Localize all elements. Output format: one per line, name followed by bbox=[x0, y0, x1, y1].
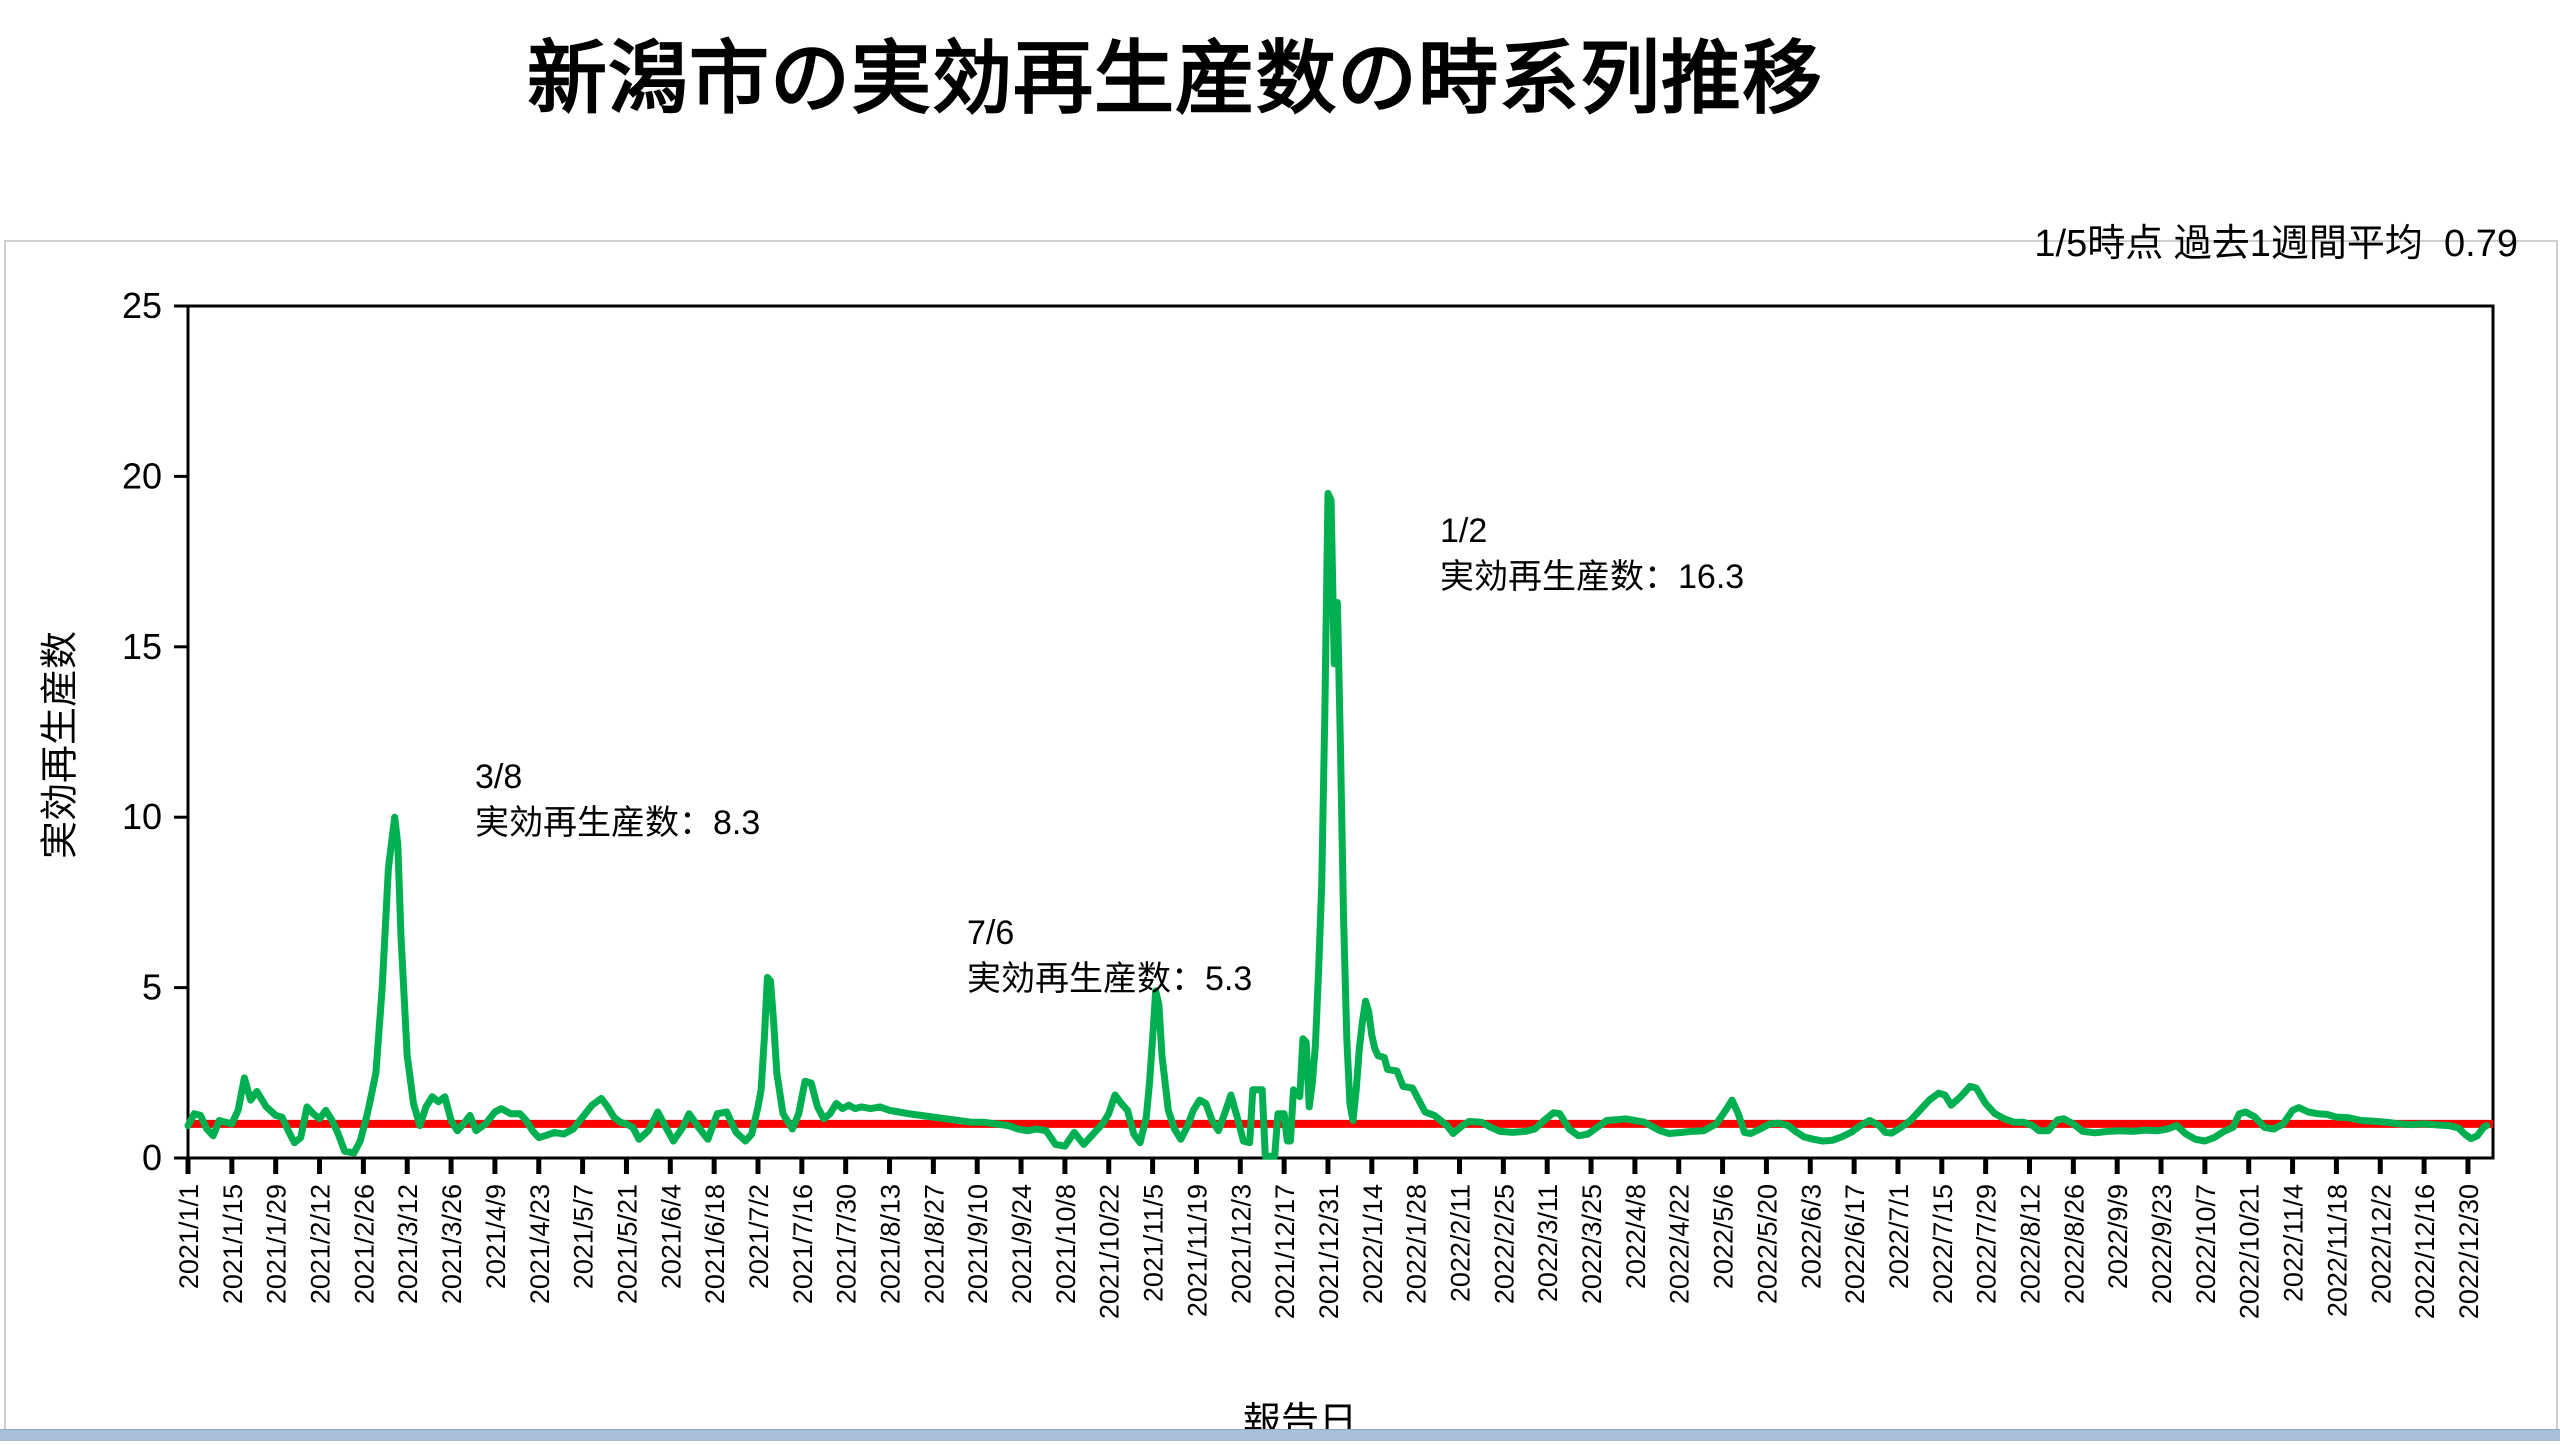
annotation-peak-march: 3/8 実効再生産数：8.3 bbox=[475, 754, 760, 846]
chart-title: 新潟市の実効再生産数の時系列推移 bbox=[527, 34, 1823, 123]
series-line-rt bbox=[184, 489, 2491, 1160]
x-tick-label: 2022/7/1 bbox=[1884, 1184, 1914, 1289]
y-tick-label: 15 bbox=[122, 626, 162, 667]
x-tick-label: 2021/3/12 bbox=[393, 1184, 423, 1304]
x-tick-label: 2022/6/17 bbox=[1840, 1184, 1870, 1304]
x-tick-label: 2021/11/19 bbox=[1182, 1184, 1212, 1317]
x-tick-label: 2021/9/24 bbox=[1007, 1184, 1037, 1304]
x-tick-label: 2022/7/15 bbox=[1928, 1184, 1958, 1304]
x-tick-label: 2021/8/27 bbox=[919, 1184, 949, 1304]
x-tick-label: 2022/5/6 bbox=[1709, 1184, 1739, 1289]
x-tick-label: 2022/8/12 bbox=[2015, 1184, 2045, 1304]
x-tick-label: 2021/3/26 bbox=[437, 1184, 467, 1304]
x-tick-label: 2021/6/4 bbox=[656, 1184, 686, 1289]
x-tick-label: 2021/1/15 bbox=[218, 1184, 248, 1304]
x-tick-label: 2022/2/25 bbox=[1489, 1184, 1519, 1304]
y-tick-label: 20 bbox=[122, 455, 162, 496]
x-tick-label: 2021/12/3 bbox=[1226, 1184, 1256, 1304]
x-tick-label: 2021/10/8 bbox=[1051, 1184, 1081, 1304]
x-tick-label: 2022/2/11 bbox=[1446, 1184, 1476, 1302]
annotation-peak-january: 1/2 実効再生産数：16.3 bbox=[1440, 508, 1744, 600]
x-tick-label: 2022/6/3 bbox=[1796, 1184, 1826, 1289]
x-tick-label: 2022/1/14 bbox=[1358, 1184, 1388, 1304]
x-tick-label: 2021/8/13 bbox=[876, 1184, 906, 1304]
x-tick-label: 2022/4/22 bbox=[1665, 1184, 1695, 1304]
annotation-value: 実効再生産数：8.3 bbox=[475, 804, 761, 842]
plot-frame bbox=[186, 304, 2495, 1160]
x-tick-label: 2021/7/30 bbox=[832, 1184, 862, 1304]
chart-subtitle-average-note: 1/5時点 過去1週間平均 0.79 bbox=[2034, 223, 2518, 265]
x-tick-label: 2021/2/12 bbox=[306, 1184, 336, 1304]
annotation-date: 7/6 bbox=[967, 914, 1015, 952]
annotation-value: 実効再生産数：5.3 bbox=[967, 960, 1253, 998]
x-tick-label: 2021/2/26 bbox=[349, 1184, 379, 1304]
x-tick-label: 2021/12/17 bbox=[1270, 1184, 1300, 1319]
x-tick-label: 2021/10/22 bbox=[1095, 1184, 1125, 1319]
x-tick-label: 2021/1/29 bbox=[262, 1184, 292, 1304]
x-tick-label: 2022/12/16 bbox=[2410, 1184, 2440, 1319]
annotation-peak-july: 7/6 実効再生産数：5.3 bbox=[967, 910, 1252, 1002]
x-tick-label: 2021/1/1 bbox=[174, 1184, 204, 1289]
y-tick-label: 25 bbox=[122, 285, 162, 326]
x-tick-label: 2022/5/20 bbox=[1752, 1184, 1782, 1304]
x-tick-label: 2021/6/18 bbox=[700, 1184, 730, 1304]
x-tick-label: 2022/12/2 bbox=[2366, 1184, 2396, 1304]
x-tick-label: 2021/4/9 bbox=[481, 1184, 511, 1289]
x-tick-label: 2022/3/11 bbox=[1533, 1184, 1563, 1302]
x-tick-label: 2021/7/2 bbox=[744, 1184, 774, 1289]
annotation-value: 実効再生産数：16.3 bbox=[1440, 558, 1745, 596]
x-tick-label: 2022/11/4 bbox=[2279, 1184, 2309, 1302]
y-tick-label: 0 bbox=[142, 1137, 162, 1178]
annotation-date: 1/2 bbox=[1440, 512, 1488, 550]
x-tick-label: 2021/5/21 bbox=[612, 1184, 642, 1304]
x-tick-label: 2021/5/7 bbox=[569, 1184, 599, 1289]
x-tick-label: 2022/3/25 bbox=[1577, 1184, 1607, 1304]
x-tick-label: 2022/10/21 bbox=[2235, 1184, 2265, 1319]
x-tick-label: 2021/4/23 bbox=[525, 1184, 555, 1304]
y-tick-label: 5 bbox=[142, 967, 162, 1008]
x-tick-label: 2022/10/7 bbox=[2191, 1184, 2221, 1304]
x-tick-label: 2022/4/8 bbox=[1621, 1184, 1651, 1289]
x-tick-label: 2022/11/18 bbox=[2322, 1184, 2352, 1317]
x-tick-label: 2022/9/23 bbox=[2147, 1184, 2177, 1304]
x-tick-label: 2021/12/31 bbox=[1314, 1184, 1344, 1319]
x-tick-label: 2022/7/29 bbox=[1972, 1184, 2002, 1304]
window-bottom-edge bbox=[0, 1429, 2560, 1441]
y-tick-label: 10 bbox=[122, 796, 162, 837]
x-tick-label: 2021/11/5 bbox=[1139, 1184, 1169, 1302]
x-tick-label: 2022/12/30 bbox=[2454, 1184, 2484, 1319]
x-tick-label: 2022/8/26 bbox=[2059, 1184, 2089, 1304]
x-tick-label: 2022/9/9 bbox=[2103, 1184, 2133, 1289]
x-tick-label: 2022/1/28 bbox=[1402, 1184, 1432, 1304]
y-axis-title: 実効再生産数 bbox=[39, 630, 82, 860]
annotation-date: 3/8 bbox=[475, 758, 523, 796]
x-tick-label: 2021/9/10 bbox=[963, 1184, 993, 1304]
x-tick-label: 2021/7/16 bbox=[788, 1184, 818, 1304]
